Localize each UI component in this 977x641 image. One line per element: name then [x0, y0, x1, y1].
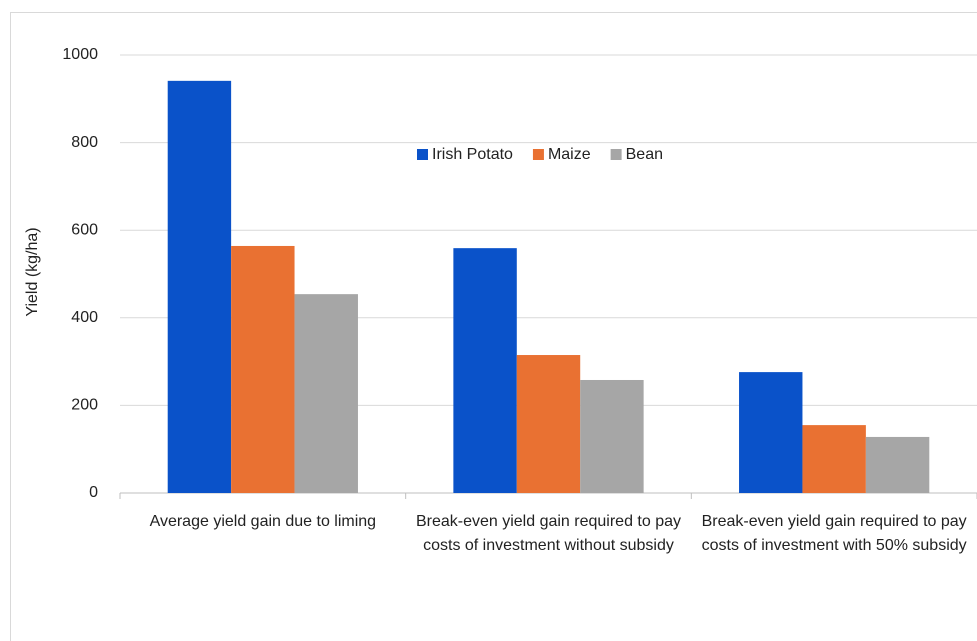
y-tick-label: 800: [71, 134, 98, 151]
y-tick-label: 600: [71, 221, 98, 238]
bar: [802, 425, 866, 493]
x-tick-label: Average yield gain due to liming: [149, 513, 377, 530]
x-tick-label: Break-even yield gain required to pay co…: [701, 513, 967, 554]
y-tick-label: 200: [71, 397, 98, 414]
legend-label: Irish Potato: [432, 146, 513, 163]
y-tick-label: 400: [71, 309, 98, 326]
bar: [294, 294, 358, 493]
bar: [580, 379, 644, 493]
legend-swatch: [610, 149, 622, 160]
legend-label: Bean: [626, 146, 663, 163]
y-tick-label: 0: [89, 484, 98, 501]
legend-swatch: [417, 149, 428, 160]
legend-swatch: [532, 149, 544, 160]
y-tick-label: 1000: [62, 46, 98, 63]
bar: [865, 436, 930, 493]
y-axis-label: Yield (kg/ha): [24, 227, 41, 316]
bar: [739, 372, 803, 493]
legend-label: Maize: [548, 146, 591, 163]
chart-border: [10, 12, 977, 641]
bar: [516, 355, 581, 493]
bar: [231, 245, 295, 493]
bar: [167, 80, 232, 493]
bar: [453, 248, 517, 493]
x-tick-label: Break-even yield gain required to pay co…: [415, 513, 681, 554]
